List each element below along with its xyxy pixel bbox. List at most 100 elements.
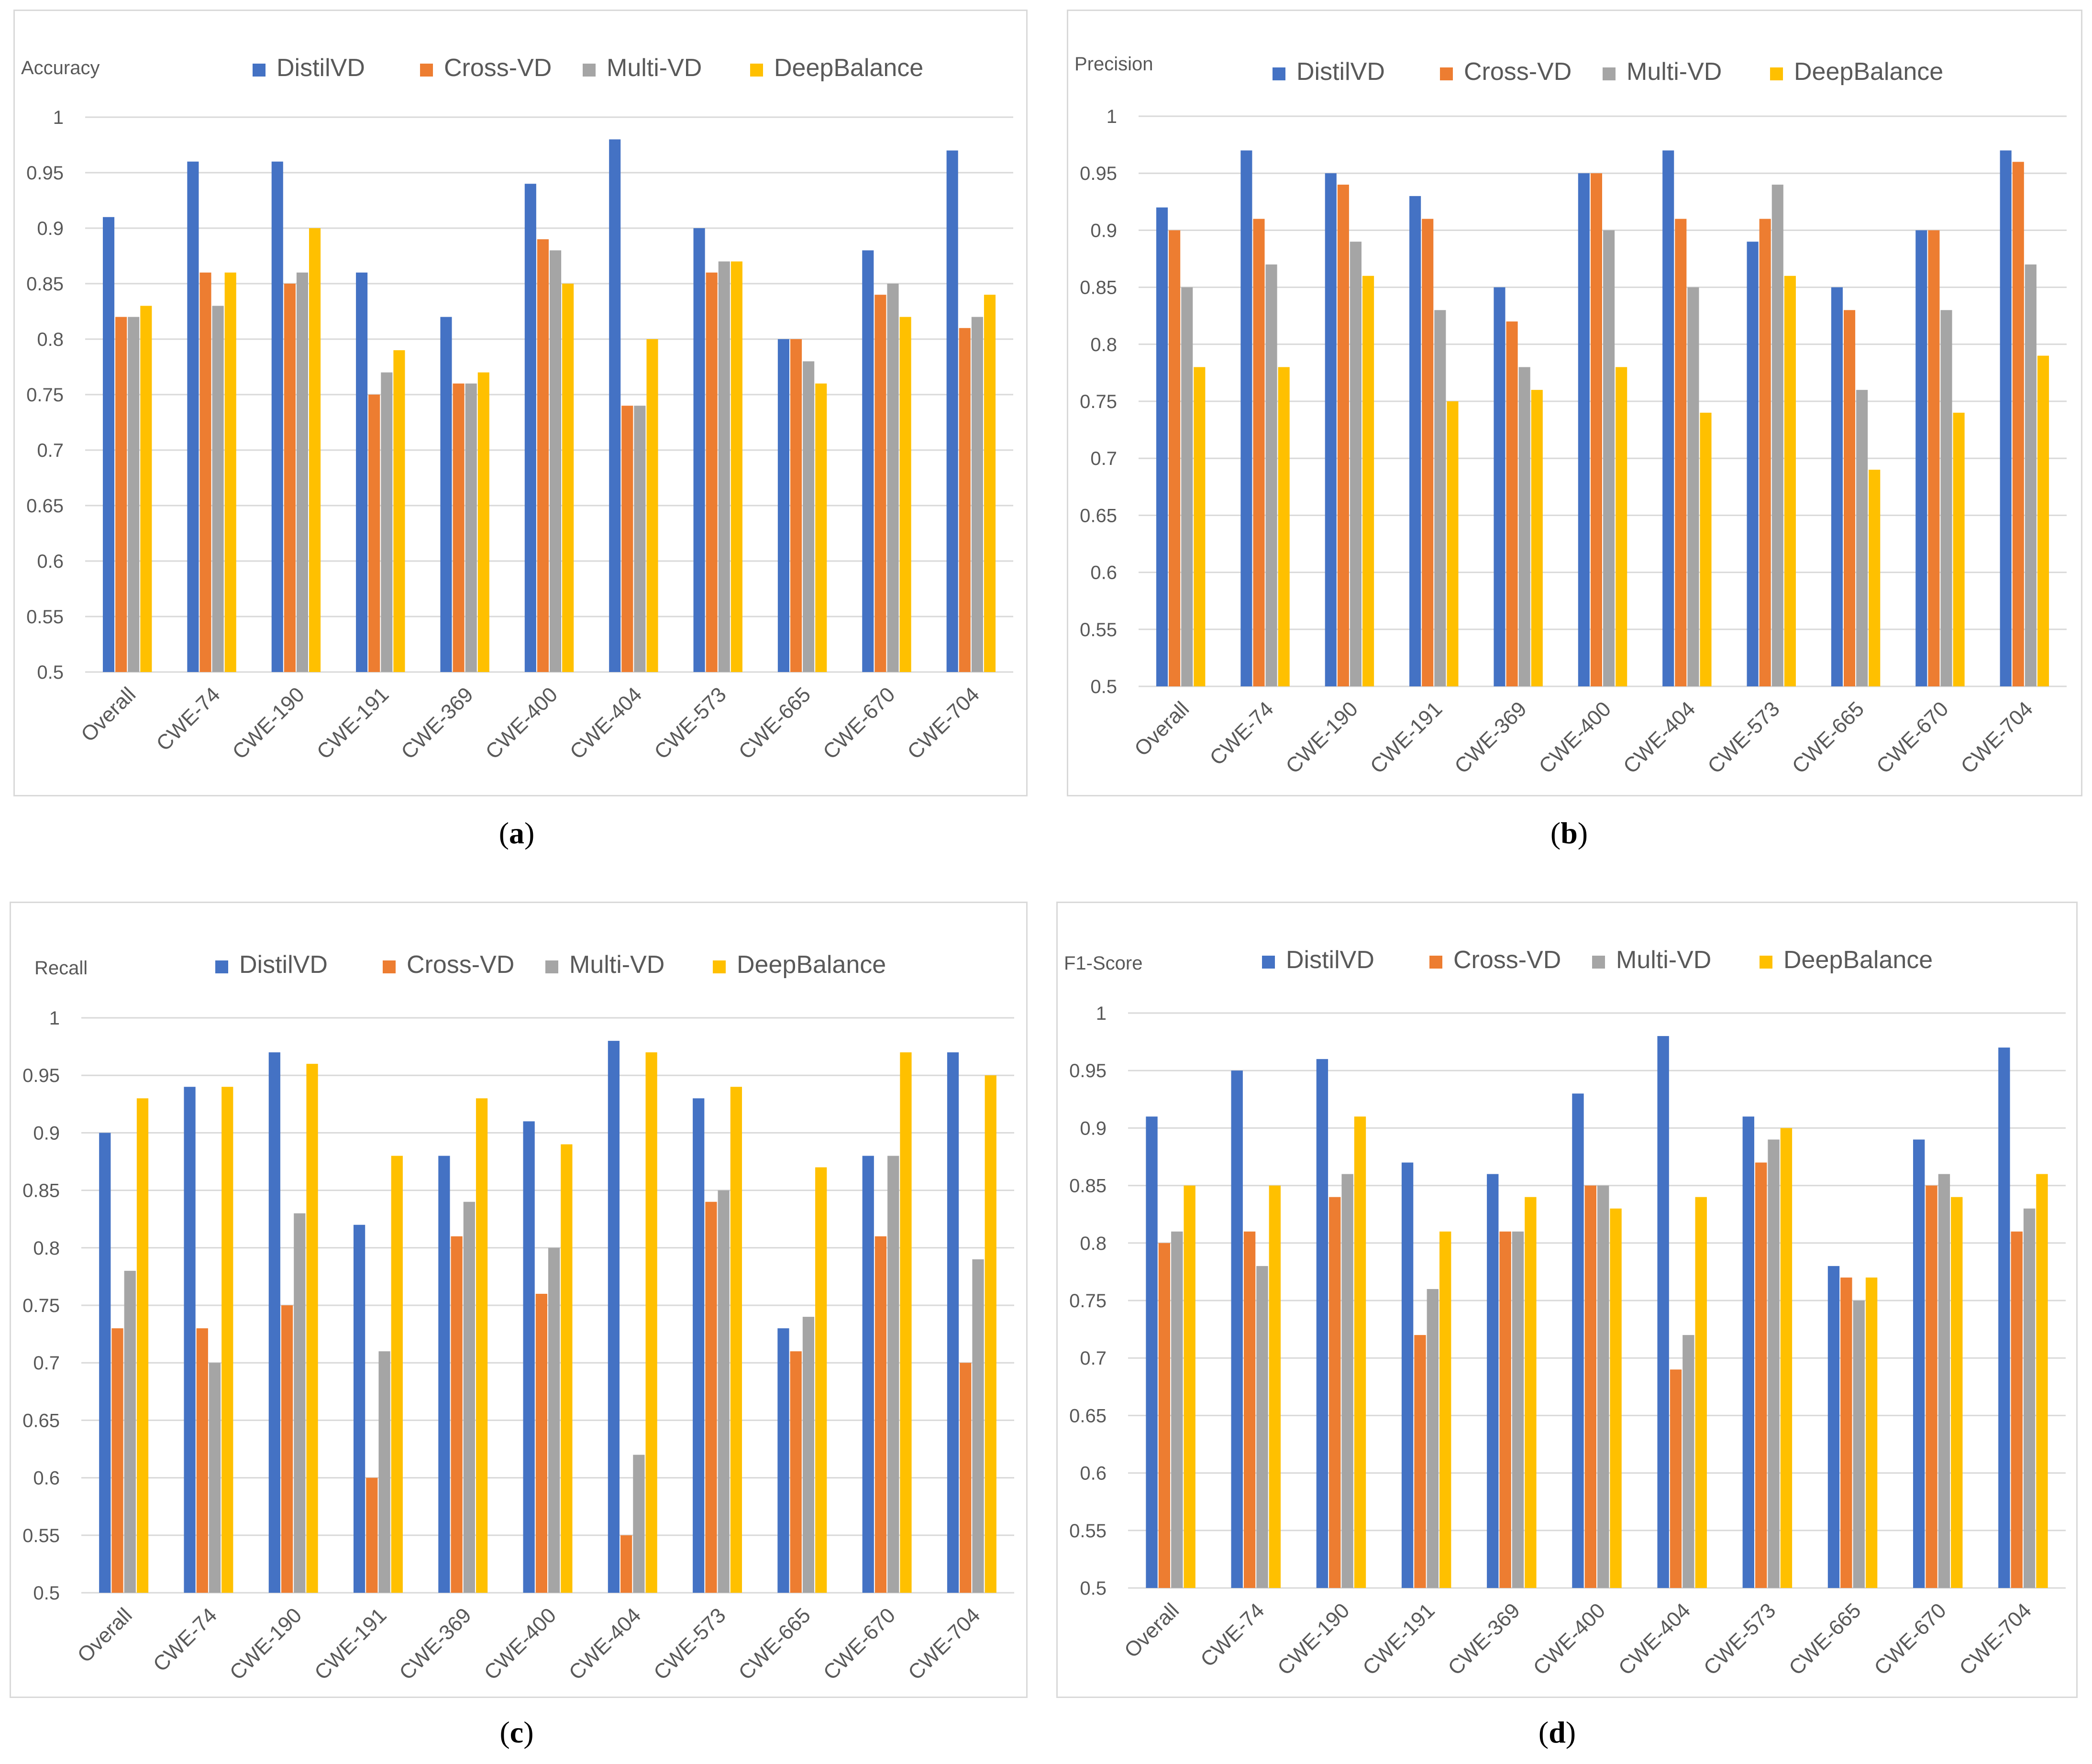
bar-distilvd-cwe-704 xyxy=(946,150,958,673)
x-tick-label-cwe-400: CWE-400 xyxy=(481,683,563,764)
bar-distilvd-cwe-190 xyxy=(1325,173,1337,687)
bar-cross-vd-cwe-573 xyxy=(705,1202,717,1593)
y-tick-label: 0.95 xyxy=(1069,1060,1107,1081)
legend-label-multi-vd: Multi-VD xyxy=(607,54,702,82)
y-tick-label: 0.55 xyxy=(1069,1521,1107,1542)
legend-label-deepbalance: DeepBalance xyxy=(1783,946,1933,974)
y-tick-label: 0.6 xyxy=(1090,562,1117,584)
legend-swatch-distilvd xyxy=(215,960,228,973)
bar-distilvd-cwe-573 xyxy=(693,1098,705,1593)
bar-deepbalance-cwe-74 xyxy=(1269,1185,1281,1588)
bar-multi-vd-overall xyxy=(128,317,140,672)
y-tick-label: 0.5 xyxy=(1080,1578,1107,1599)
bar-deepbalance-cwe-191 xyxy=(393,350,405,672)
x-tick-label-cwe-573: CWE-573 xyxy=(649,1603,731,1685)
legend-label-distilvd: DistilVD xyxy=(1286,946,1374,974)
legend-label-multi-vd: Multi-VD xyxy=(569,951,664,979)
bar-multi-vd-cwe-404 xyxy=(633,1455,645,1593)
bar-distilvd-cwe-400 xyxy=(524,184,536,672)
f1-score-chart: F1-Score 0.5 0.55 0.6 0.65 0.7 0.75 0.8 0.85 0.9 0… xyxy=(1064,946,2066,1680)
bar-distilvd-cwe-670 xyxy=(1913,1139,1925,1588)
legend-swatch-deepbalance xyxy=(750,64,763,77)
y-tick-label: 1 xyxy=(1096,1003,1107,1024)
bar-multi-vd-cwe-369 xyxy=(463,1202,475,1593)
bar-distilvd-cwe-670 xyxy=(1915,230,1927,686)
legend-swatch-cross-vd xyxy=(1440,67,1453,80)
x-tick-label-overall: Overall xyxy=(73,1603,137,1667)
bar-cross-vd-cwe-665 xyxy=(790,339,802,672)
bar-multi-vd-cwe-369 xyxy=(1518,367,1530,686)
bar-distilvd-cwe-74 xyxy=(184,1087,196,1593)
x-tick-label-cwe-190: CWE-190 xyxy=(228,683,309,764)
y-axis-title: Accuracy xyxy=(21,57,100,78)
y-axis-title: F1-Score xyxy=(1064,953,1143,974)
bar-deepbalance-cwe-704 xyxy=(984,295,996,672)
bar-multi-vd-cwe-704 xyxy=(2023,1208,2036,1588)
bar-cross-vd-cwe-573 xyxy=(1755,1162,1767,1588)
legend-swatch-cross-vd xyxy=(383,960,396,973)
caption-c: (c) xyxy=(499,1715,534,1749)
bar-distilvd-cwe-665 xyxy=(1831,287,1843,686)
x-tick-label-cwe-190: CWE-190 xyxy=(225,1603,307,1685)
bar-distilvd-overall xyxy=(102,217,115,672)
bar-multi-vd-cwe-670 xyxy=(887,1156,899,1593)
bar-distilvd-cwe-400 xyxy=(1578,173,1590,687)
bar-distilvd-cwe-670 xyxy=(862,1156,874,1593)
caption-d: (d) xyxy=(1538,1715,1576,1749)
bar-cross-vd-cwe-74 xyxy=(199,272,211,672)
x-tick-label-overall: Overall xyxy=(1120,1599,1184,1662)
bar-multi-vd-cwe-665 xyxy=(1856,390,1868,686)
y-tick-label: 0.6 xyxy=(1080,1463,1107,1484)
y-tick-label: 0.7 xyxy=(1080,1348,1107,1369)
y-tick-label: 0.55 xyxy=(1080,619,1117,640)
y-tick-label: 0.7 xyxy=(33,1353,60,1374)
legend-label-deepbalance: DeepBalance xyxy=(737,951,886,979)
legend-label-deepbalance: DeepBalance xyxy=(1794,58,1943,86)
bar-multi-vd-cwe-573 xyxy=(1771,185,1783,686)
bar-multi-vd-cwe-400 xyxy=(548,1247,560,1593)
x-tick-label-cwe-704: CWE-704 xyxy=(903,683,984,764)
bar-cross-vd-cwe-190 xyxy=(284,284,296,672)
bar-multi-vd-overall xyxy=(1181,287,1193,686)
x-tick-label-cwe-404: CWE-404 xyxy=(1619,697,1700,778)
bar-distilvd-cwe-191 xyxy=(1401,1162,1414,1588)
bar-deepbalance-cwe-74 xyxy=(224,272,236,672)
legend-swatch-distilvd xyxy=(1262,956,1275,969)
x-tick-label-cwe-191: CWE-191 xyxy=(310,1603,391,1685)
x-tick-label-cwe-74: CWE-74 xyxy=(1205,697,1278,770)
chart-frame-a xyxy=(13,10,1028,796)
bar-multi-vd-cwe-74 xyxy=(209,1363,221,1593)
x-tick-label-cwe-665: CWE-665 xyxy=(734,1603,815,1685)
x-tick-label-cwe-369: CWE-369 xyxy=(395,1603,476,1685)
bar-cross-vd-cwe-704 xyxy=(960,1363,972,1593)
x-tick-label-cwe-665: CWE-665 xyxy=(1784,1599,1866,1680)
bar-deepbalance-cwe-74 xyxy=(1278,367,1290,686)
legend-swatch-multi-vd xyxy=(1592,956,1605,969)
bar-deepbalance-cwe-670 xyxy=(1951,1197,1963,1588)
x-tick-label-cwe-704: CWE-704 xyxy=(904,1603,985,1685)
bar-deepbalance-cwe-670 xyxy=(1953,412,1965,686)
bar-cross-vd-cwe-665 xyxy=(790,1351,802,1593)
legend-label-deepbalance: DeepBalance xyxy=(774,54,923,82)
x-tick-label-cwe-704: CWE-704 xyxy=(1956,697,2037,778)
bar-cross-vd-cwe-191 xyxy=(1422,219,1434,686)
precision-chart: Precision 0.5 0.55 0.6 0.65 0.7 0.75 0.8 0.85 0.9… xyxy=(1074,54,2067,778)
x-tick-label-cwe-74: CWE-74 xyxy=(152,683,224,755)
bar-distilvd-cwe-190 xyxy=(268,1052,280,1593)
bar-deepbalance-cwe-404 xyxy=(1700,412,1712,686)
y-tick-label: 0.95 xyxy=(26,163,64,184)
bar-multi-vd-overall xyxy=(1171,1231,1183,1588)
bar-deepbalance-cwe-190 xyxy=(306,1064,318,1593)
bar-cross-vd-cwe-670 xyxy=(1928,230,1940,686)
bar-cross-vd-cwe-404 xyxy=(1675,219,1687,686)
bar-distilvd-cwe-191 xyxy=(356,272,368,672)
x-tick-label-cwe-573: CWE-573 xyxy=(1699,1599,1781,1680)
bar-deepbalance-cwe-573 xyxy=(731,261,742,672)
caption-a: (a) xyxy=(498,816,535,850)
bar-multi-vd-cwe-191 xyxy=(381,372,393,672)
x-tick-label-cwe-665: CWE-665 xyxy=(1788,697,1869,778)
bar-distilvd-cwe-74 xyxy=(1231,1070,1243,1588)
legend-swatch-deepbalance xyxy=(713,960,726,973)
x-tick-label-cwe-670: CWE-670 xyxy=(819,1603,900,1685)
y-tick-label: 0.9 xyxy=(1080,1118,1107,1139)
